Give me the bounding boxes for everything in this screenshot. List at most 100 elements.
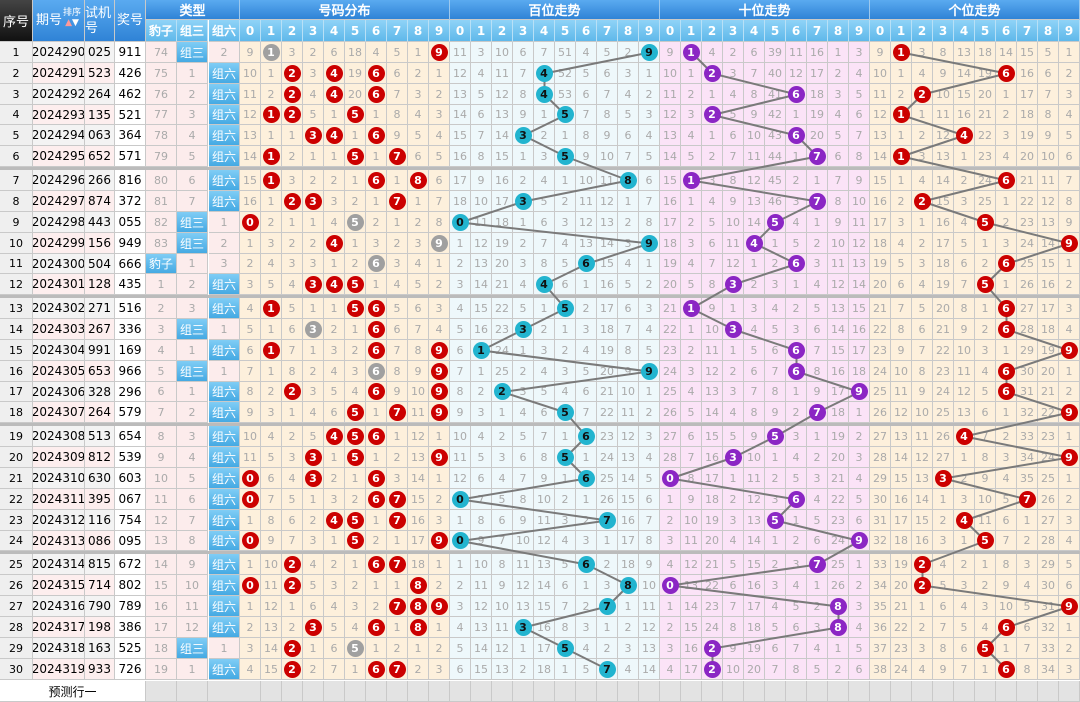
predict-cell[interactable] bbox=[261, 681, 282, 702]
row-draw: 525 bbox=[115, 638, 146, 659]
distribution-cell: 2 bbox=[345, 191, 366, 212]
predict-cell[interactable] bbox=[471, 681, 492, 702]
units-ball: 6 bbox=[997, 618, 1015, 636]
sort-button[interactable]: 排序 ▲▼ bbox=[62, 8, 81, 28]
predict-cell[interactable] bbox=[870, 681, 891, 702]
units-cell: 9 bbox=[1059, 340, 1080, 361]
distribution-cell: 3 bbox=[261, 233, 282, 254]
distribution-cell: 2 bbox=[282, 84, 303, 105]
type-hit: 组三 bbox=[177, 42, 208, 63]
tens-cell: 7 bbox=[744, 382, 765, 402]
predict-cell[interactable] bbox=[660, 681, 681, 702]
tens-cell: 14 bbox=[681, 596, 702, 617]
predict-cell[interactable] bbox=[177, 681, 208, 702]
hundreds-cell: 10 bbox=[471, 554, 492, 575]
predict-cell[interactable] bbox=[975, 681, 996, 702]
tens-cell: 7 bbox=[807, 402, 828, 423]
predict-cell[interactable] bbox=[492, 681, 513, 702]
predict-cell[interactable] bbox=[702, 681, 723, 702]
type-miss: 13 bbox=[146, 531, 177, 551]
predict-cell[interactable] bbox=[387, 681, 408, 702]
tens-cell: 1 bbox=[702, 84, 723, 105]
distribution-ball: 8 bbox=[409, 576, 427, 594]
predict-cell[interactable] bbox=[681, 681, 702, 702]
hundreds-cell: 3 bbox=[618, 63, 639, 84]
tens-cell: 17 bbox=[807, 63, 828, 84]
row-seq: 18 bbox=[0, 402, 33, 423]
header-issue-sort[interactable]: 期号 排序 ▲▼ bbox=[33, 0, 85, 42]
hundreds-cell: 7 bbox=[492, 531, 513, 551]
header-digit-hundreds-5: 5 bbox=[555, 20, 576, 42]
tens-cell: 4 bbox=[786, 212, 807, 233]
predict-cell[interactable] bbox=[1059, 681, 1080, 702]
hundreds-cell: 4 bbox=[471, 426, 492, 447]
row-seq: 27 bbox=[0, 596, 33, 617]
tens-cell: 3 bbox=[765, 575, 786, 596]
predict-cell[interactable] bbox=[597, 681, 618, 702]
predict-cell[interactable] bbox=[208, 681, 240, 702]
distribution-cell: 3 bbox=[303, 531, 324, 551]
predict-cell[interactable] bbox=[282, 681, 303, 702]
predict-cell[interactable] bbox=[639, 681, 660, 702]
predict-cell[interactable] bbox=[408, 681, 429, 702]
predict-cell[interactable] bbox=[513, 681, 534, 702]
predict-cell[interactable] bbox=[912, 681, 933, 702]
predict-cell[interactable] bbox=[723, 681, 744, 702]
predict-cell[interactable] bbox=[1038, 681, 1059, 702]
predict-cell[interactable] bbox=[765, 681, 786, 702]
distribution-ball: 6 bbox=[367, 383, 385, 400]
predict-cell[interactable] bbox=[324, 681, 345, 702]
predict-cell[interactable] bbox=[555, 681, 576, 702]
hundreds-ball: 4 bbox=[535, 275, 553, 293]
predict-cell[interactable] bbox=[450, 681, 471, 702]
tens-cell: 19 bbox=[744, 638, 765, 659]
predict-cell[interactable] bbox=[240, 681, 261, 702]
units-cell: 1 bbox=[891, 63, 912, 84]
hundreds-ball: 6 bbox=[577, 255, 595, 272]
units-cell: 18 bbox=[870, 233, 891, 254]
type-hit: 组六 bbox=[209, 382, 240, 402]
predict-cell[interactable] bbox=[345, 681, 366, 702]
predict-cell[interactable] bbox=[849, 681, 870, 702]
header-hundreds: 百位走势 bbox=[450, 0, 660, 20]
units-cell: 5 bbox=[912, 298, 933, 319]
units-ball: 6 bbox=[997, 320, 1015, 338]
predict-cell[interactable] bbox=[807, 681, 828, 702]
row-seq: 22 bbox=[0, 489, 33, 510]
predict-cell[interactable] bbox=[618, 681, 639, 702]
row-draw: 789 bbox=[115, 596, 146, 617]
distribution-cell: 4 bbox=[324, 233, 345, 254]
hundreds-cell: 7 bbox=[513, 468, 534, 489]
tens-cell: 5 bbox=[723, 105, 744, 125]
predict-cell[interactable] bbox=[744, 681, 765, 702]
row-trial: 266 bbox=[85, 170, 115, 191]
predict-cell[interactable] bbox=[303, 681, 324, 702]
predict-cell[interactable] bbox=[996, 681, 1017, 702]
header-digit-tens-1: 1 bbox=[681, 20, 702, 42]
units-cell: 17 bbox=[870, 212, 891, 233]
predict-cell[interactable] bbox=[933, 681, 954, 702]
predict-cell[interactable] bbox=[429, 681, 450, 702]
header-digit-distribution-1: 1 bbox=[261, 20, 282, 42]
distribution-cell: 3 bbox=[429, 510, 450, 531]
tens-cell: 20 bbox=[702, 531, 723, 551]
predict-cell[interactable] bbox=[146, 681, 177, 702]
hundreds-ball: 5 bbox=[556, 147, 574, 165]
predict-cell[interactable] bbox=[828, 681, 849, 702]
predict-cell[interactable] bbox=[954, 681, 975, 702]
predict-cell[interactable] bbox=[534, 681, 555, 702]
units-ball: 9 bbox=[1060, 403, 1078, 421]
predict-cell[interactable] bbox=[366, 681, 387, 702]
header-digit-units-4: 4 bbox=[954, 20, 975, 42]
units-cell: 4 bbox=[933, 554, 954, 575]
units-cell: 3 bbox=[975, 596, 996, 617]
distribution-cell: 2 bbox=[429, 638, 450, 659]
predict-cell[interactable] bbox=[786, 681, 807, 702]
predict-cell[interactable] bbox=[1017, 681, 1038, 702]
predict-cell[interactable] bbox=[891, 681, 912, 702]
predict-cell[interactable] bbox=[576, 681, 597, 702]
hundreds-cell: 4 bbox=[555, 233, 576, 254]
units-ball: 6 bbox=[997, 171, 1015, 189]
type-miss: 15 bbox=[146, 575, 177, 596]
tens-cell: 3 bbox=[723, 447, 744, 468]
